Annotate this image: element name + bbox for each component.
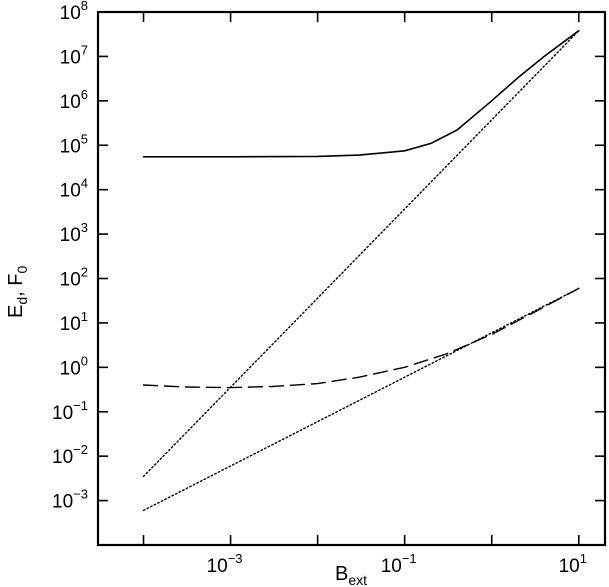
series-group xyxy=(142,29,580,512)
y-tick-label: 100 xyxy=(60,353,88,379)
y-tick-label: 105 xyxy=(60,131,88,157)
series-line-dotted-1 xyxy=(142,30,580,478)
y-tick-label: 106 xyxy=(60,87,88,113)
x-tick-label: 10−1 xyxy=(381,551,417,577)
plot-frame xyxy=(96,10,607,547)
y-tick-label: 107 xyxy=(60,42,88,68)
y-tick-label: 10−3 xyxy=(52,487,88,513)
y-axis-label: Ed, F0 xyxy=(5,266,30,318)
x-tick-label: 101 xyxy=(559,551,587,577)
x-axis-label: Bext xyxy=(335,563,367,587)
tick-labels-group: 10−3 10−2 10−1 100 101 102 103 104 105 106 107 108 1… xyxy=(52,0,587,577)
series-line-dotted-3 xyxy=(142,287,580,512)
y-tick-label: 10−2 xyxy=(52,442,88,468)
y-tick-label: 101 xyxy=(60,309,88,335)
y-tick-label: 104 xyxy=(60,176,88,202)
y-tick-label: 102 xyxy=(60,265,88,291)
y-tick-label: 108 xyxy=(60,0,88,24)
y-tick-label: 103 xyxy=(60,220,88,246)
axis-ticks-group xyxy=(98,11,605,545)
series-line-dashed-2 xyxy=(142,287,580,389)
plot-frame-group xyxy=(96,10,607,547)
y-tick-label: 10−1 xyxy=(52,398,88,424)
x-tick-label: 10−3 xyxy=(207,551,243,577)
series-line-solid-0 xyxy=(142,29,580,158)
